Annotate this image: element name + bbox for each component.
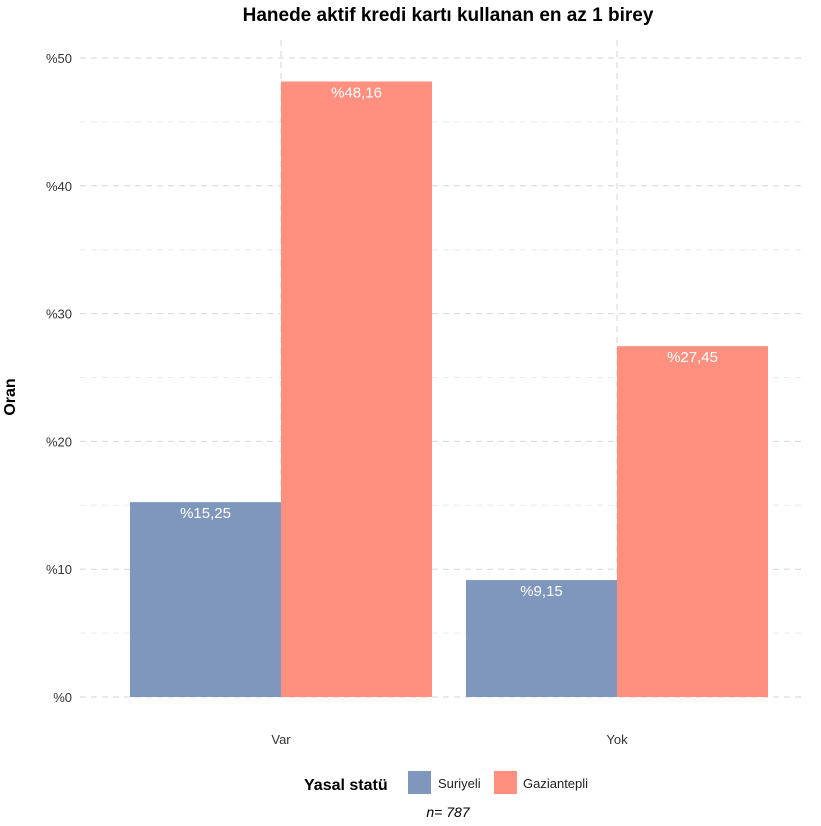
bar-value-label: %9,15 — [520, 583, 563, 600]
bar-value-label: %48,16 — [331, 85, 382, 102]
y-tick-label: %20 — [46, 434, 72, 449]
y-tick-label: %10 — [46, 562, 72, 577]
bar-suriyeli-yok — [466, 580, 617, 697]
bar-gaziantepli-yok — [617, 346, 768, 697]
legend: Yasal statü Suriyeli Gaziantepli — [304, 771, 588, 794]
bar-gaziantepli-var — [281, 81, 432, 697]
bar-suriyeli-var — [130, 502, 281, 697]
x-axis-ticks: Var Yok — [271, 732, 628, 747]
x-tick-label: Yok — [606, 732, 628, 747]
bars — [130, 81, 768, 697]
bar-value-label: %15,25 — [180, 505, 231, 522]
y-axis-ticks: %0 %10 %20 %30 %40 %50 — [46, 51, 72, 705]
chart-title: Hanede aktif kredi kartı kullanan en az … — [243, 5, 654, 26]
x-tick-label: Var — [271, 732, 291, 747]
y-tick-label: %0 — [53, 690, 72, 705]
y-tick-label: %40 — [46, 179, 72, 194]
bar-data-labels: %15,25 %48,16 %9,15 %27,45 — [180, 85, 718, 601]
legend-label-suriyeli: Suriyeli — [438, 776, 481, 791]
y-tick-label: %30 — [46, 307, 72, 322]
legend-swatch-gaziantepli — [494, 771, 517, 794]
y-axis-title: Oran — [2, 378, 19, 415]
bar-value-label: %27,45 — [667, 349, 718, 366]
legend-swatch-suriyeli — [408, 771, 431, 794]
legend-label-gaziantepli: Gaziantepli — [523, 776, 588, 791]
sample-size-caption: n= 787 — [426, 804, 470, 820]
y-tick-label: %50 — [46, 51, 72, 66]
legend-title: Yasal statü — [304, 777, 388, 794]
legend-items: Suriyeli Gaziantepli — [408, 771, 588, 794]
